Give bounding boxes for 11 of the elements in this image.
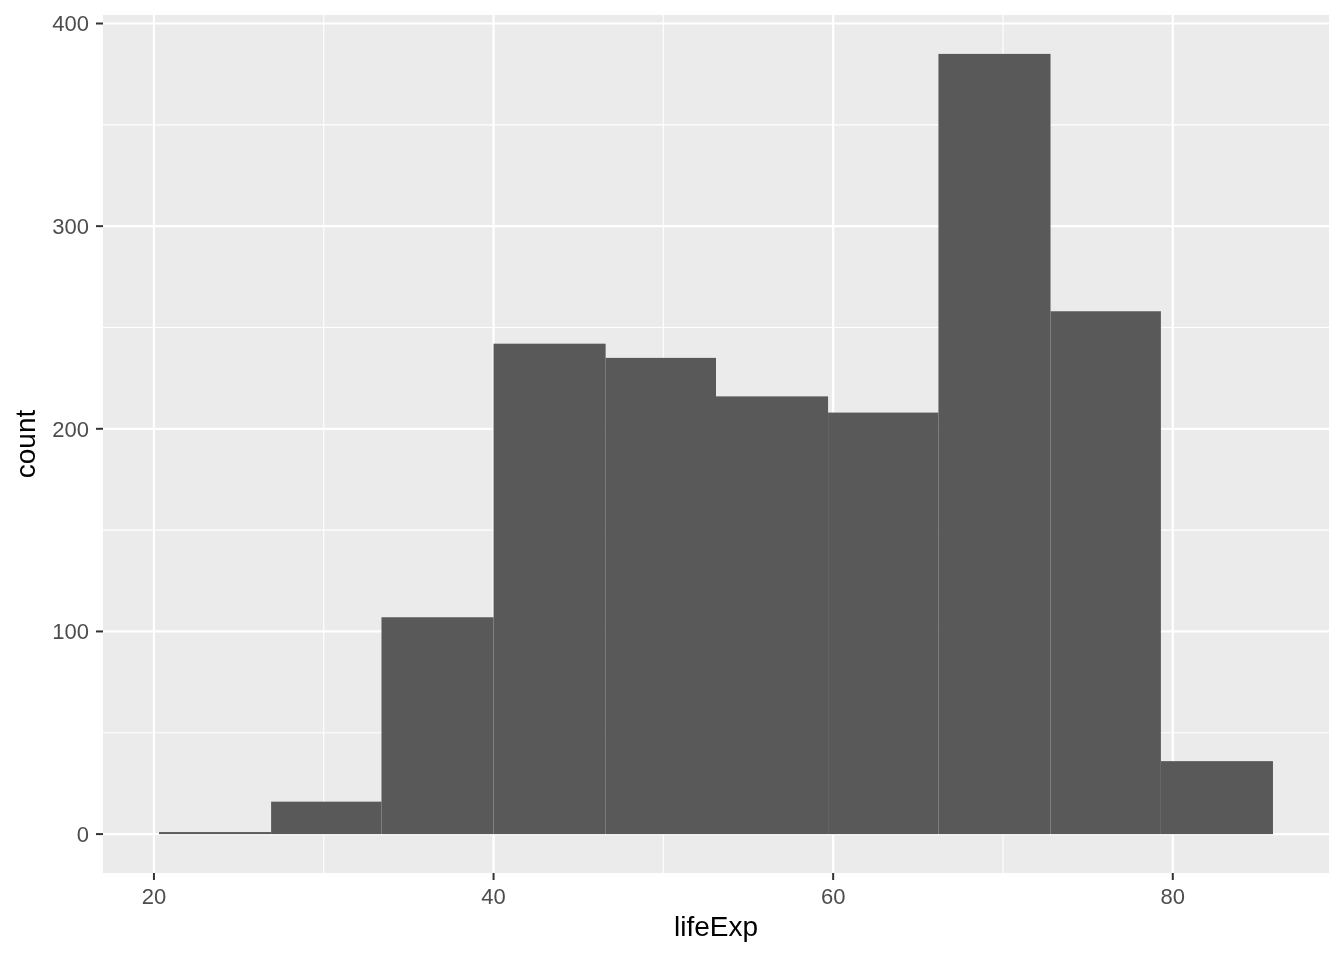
y-tick-label: 200 [52,416,89,442]
x-tick-label: 60 [820,883,846,909]
x-axis-title: lifeExp [673,911,759,942]
x-tick-label: 80 [1160,883,1186,909]
y-tick-label: 100 [52,619,89,645]
x-tick-label: 40 [481,883,506,909]
y-axis-title: count [9,409,41,479]
y-tick-label: 400 [52,11,89,37]
y-tick-label: 300 [52,213,89,239]
x-tick-label: 20 [141,883,167,909]
y-tick-label: 0 [76,821,89,847]
